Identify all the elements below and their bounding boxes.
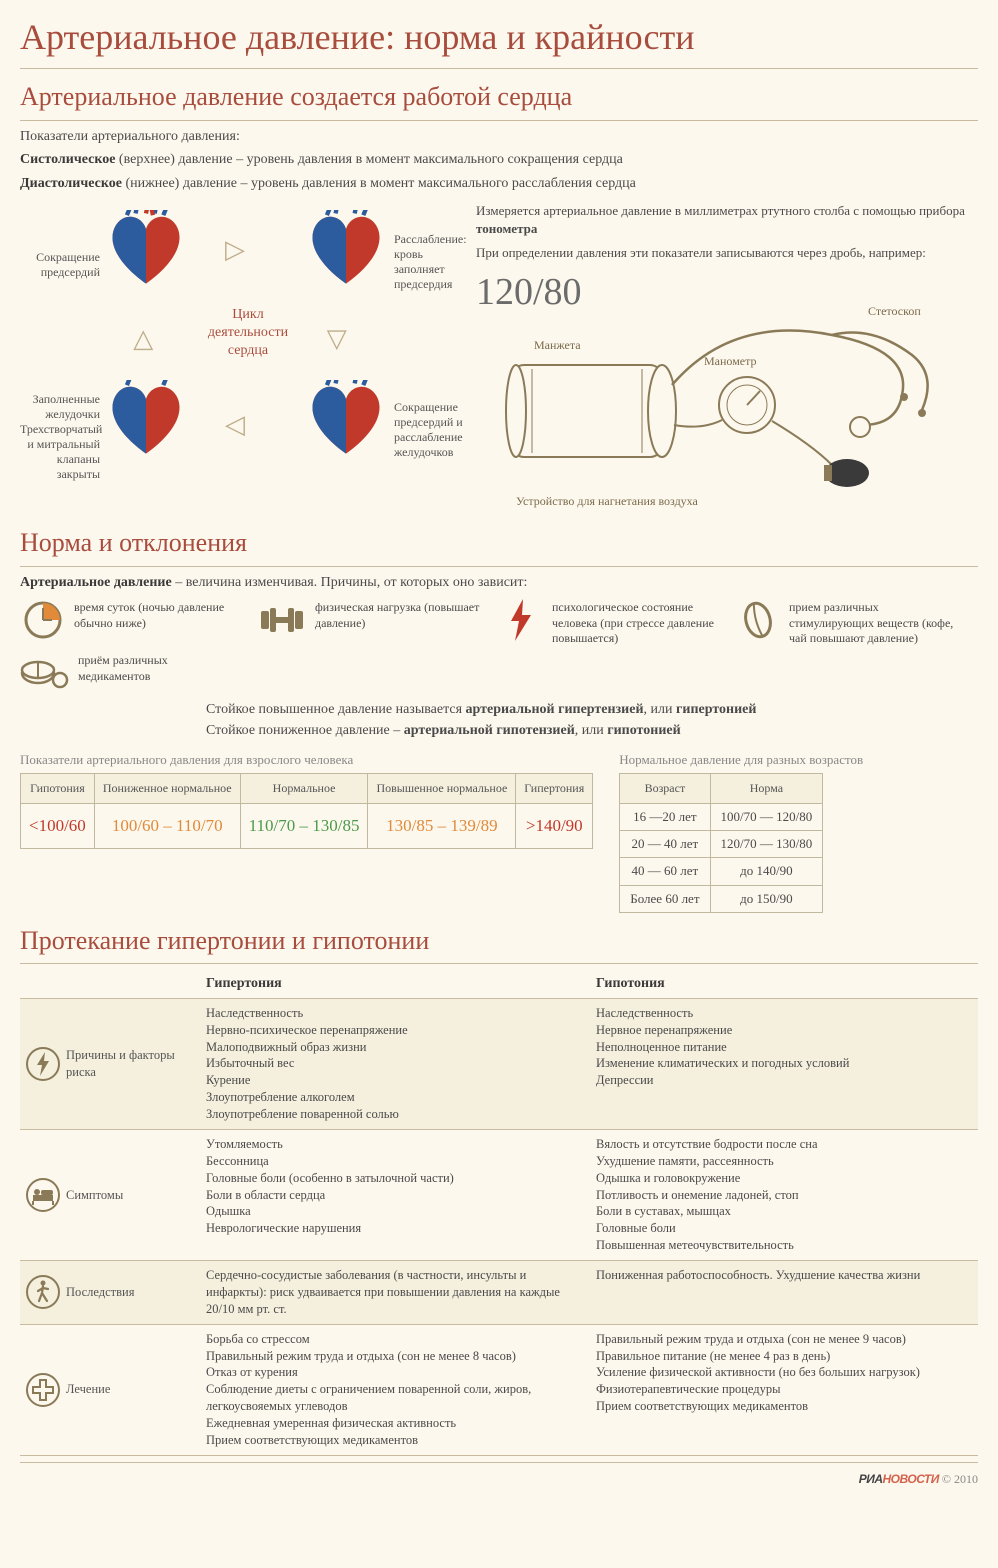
- intro-label: Показатели артериального давления:: [20, 127, 978, 147]
- factor-text: время суток (ночью давление обычно ниже): [74, 600, 239, 631]
- section2-heading: Норма и отклонения: [20, 525, 978, 566]
- row-label: Последствия: [66, 1267, 206, 1318]
- comparison-row: Причины и факторы рискаНаследственностьН…: [20, 999, 978, 1130]
- factor-item: психологическое состояние человека (при …: [498, 600, 717, 647]
- page-title: Артериальное давление: норма и крайности: [20, 12, 978, 69]
- pills-icon: [20, 653, 70, 693]
- factor-text: физическая нагрузка (повышает давление): [315, 600, 480, 631]
- table-cell: 100/70 — 120/80: [710, 804, 823, 831]
- heart-label: Заполненные желудочки Трехстворчатый и м…: [20, 392, 100, 482]
- table-caption: Нормальное давление для разных возрастов: [619, 751, 863, 769]
- arrow-icon: ◁: [225, 407, 245, 443]
- table-cell: до 140/90: [710, 858, 823, 885]
- heart-label: Сокращение предсердий: [20, 250, 100, 280]
- footer: РИАНОВОСТИ © 2010: [20, 1462, 978, 1488]
- bed-icon: [20, 1136, 66, 1254]
- table-cell: 120/70 — 130/80: [710, 831, 823, 858]
- diastolic-def: Диастолическое (нижнее) давление – урове…: [20, 174, 978, 194]
- table-cell: <100/60: [21, 804, 95, 849]
- tonometer-diagram: Манжета Стетоскоп Манометр Устройство дл…: [476, 325, 978, 515]
- hyper-cell: УтомляемостьБессонницаГоловные боли (осо…: [206, 1136, 596, 1254]
- table-header: Норма: [710, 774, 823, 804]
- bolt-icon: [498, 600, 544, 640]
- comparison-table: Гипертония Гипотония Причины и факторы р…: [20, 970, 978, 1456]
- table-cell: до 150/90: [710, 885, 823, 912]
- factor-item: приём различных медикаментов: [20, 653, 190, 693]
- hypo-cell: Вялость и отсутствие бодрости после снаУ…: [596, 1136, 978, 1254]
- cycle-center-label: Цикл деятельности сердца: [198, 306, 298, 361]
- arrow-icon: ▷: [124, 330, 160, 350]
- factor-text: прием различных стимулирующих веществ (к…: [789, 600, 954, 647]
- heart-label: Расслабление: кровь заполняет предсердия: [394, 232, 476, 292]
- clock-icon: [20, 600, 66, 640]
- hyper-hypo-defs: Стойкое повышенное давление называется а…: [206, 699, 978, 741]
- row-label: Причины и факторы риска: [66, 1005, 206, 1123]
- tono-label-stethoscope: Стетоскоп: [868, 303, 921, 320]
- table-header: Нормальное: [240, 774, 368, 804]
- tono-label-cuff: Манжета: [534, 337, 581, 354]
- col-hyper: Гипертония: [206, 970, 596, 998]
- comparison-row: ЛечениеБорьба со стрессомПравильный режи…: [20, 1325, 978, 1456]
- table-header: Возраст: [620, 774, 710, 804]
- adult-table-block: Показатели артериального давления для вз…: [20, 751, 593, 849]
- tonometer-block: Измеряется артериальное давление в милли…: [476, 202, 978, 516]
- row-label: Симптомы: [66, 1136, 206, 1254]
- age-bp-table: ВозрастНорма16 —20 лет100/70 — 120/8020 …: [619, 773, 823, 913]
- tono-label-pump: Устройство для нагнетания воздуха: [516, 493, 698, 510]
- heart-icon: [302, 210, 390, 288]
- heart-icon: [102, 210, 190, 288]
- factor-item: время суток (ночью давление обычно ниже): [20, 600, 239, 640]
- bean-icon: [735, 600, 781, 640]
- comparison-row: СимптомыУтомляемостьБессонницаГоловные б…: [20, 1130, 978, 1261]
- table-cell: 40 — 60 лет: [620, 858, 710, 885]
- hypo-cell: Пониженная работоспособность. Ухудшение …: [596, 1267, 978, 1318]
- heart-icon: [102, 380, 190, 458]
- table-cell: 16 —20 лет: [620, 804, 710, 831]
- table-cell: 100/60 – 110/70: [94, 804, 240, 849]
- table-cell: 110/70 – 130/85: [240, 804, 368, 849]
- table-cell: 130/85 – 139/89: [368, 804, 516, 849]
- systolic-def: Систолическое (верхнее) давление – урове…: [20, 150, 978, 170]
- heart-cycle-diagram: ▷ ▷ ◁ ▷ Сокращение предсердий Расслаблен…: [20, 202, 460, 512]
- section2-intro: Артериальное давление – величина изменчи…: [20, 573, 978, 593]
- hypo-cell: Правильный режим труда и отдыха (сон не …: [596, 1331, 978, 1449]
- table-header: Пониженное нормальное: [94, 774, 240, 804]
- factors-row: время суток (ночью давление обычно ниже)…: [20, 600, 978, 693]
- age-table-block: Нормальное давление для разных возрастов…: [619, 751, 863, 913]
- bolt-circle-icon: [20, 1005, 66, 1123]
- hyper-cell: Борьба со стрессомПравильный режим труда…: [206, 1331, 596, 1449]
- cross-icon: [20, 1331, 66, 1449]
- table-header: Повышенное нормальное: [368, 774, 516, 804]
- table-caption: Показатели артериального давления для вз…: [20, 751, 593, 769]
- section1-heading: Артериальное давление создается работой …: [20, 79, 978, 120]
- col-hypo: Гипотония: [596, 970, 978, 998]
- arrow-icon: ▷: [320, 330, 356, 350]
- heart-icon: [302, 380, 390, 458]
- table-cell: >140/90: [516, 804, 593, 849]
- section3-heading: Протекание гипертонии и гипотонии: [20, 923, 978, 964]
- hypo-cell: НаследственностьНервное перенапряжениеНе…: [596, 1005, 978, 1123]
- tono-label-manometer: Манометр: [704, 353, 757, 370]
- factor-text: приём различных медикаментов: [78, 653, 190, 684]
- row-label: Лечение: [66, 1331, 206, 1449]
- hyper-cell: Сердечно-сосудистые заболевания (в частн…: [206, 1267, 596, 1318]
- arrow-icon: ▷: [225, 232, 245, 268]
- factor-item: прием различных стимулирующих веществ (к…: [735, 600, 954, 647]
- table-header: Гипотония: [21, 774, 95, 804]
- factor-text: психологическое состояние человека (при …: [552, 600, 717, 647]
- hyper-cell: НаследственностьНервно-психическое перен…: [206, 1005, 596, 1123]
- dumbbell-icon: [257, 600, 307, 640]
- heart-label: Сокращение предсердий и расслабление жел…: [394, 400, 476, 460]
- factor-item: физическая нагрузка (повышает давление): [257, 600, 480, 640]
- table-cell: Более 60 лет: [620, 885, 710, 912]
- table-header: Гипертония: [516, 774, 593, 804]
- table-cell: 20 — 40 лет: [620, 831, 710, 858]
- adult-bp-table: ГипотонияПониженное нормальноеНормальное…: [20, 773, 593, 849]
- comparison-row: ПоследствияСердечно-сосудистые заболеван…: [20, 1261, 978, 1325]
- walk-icon: [20, 1267, 66, 1318]
